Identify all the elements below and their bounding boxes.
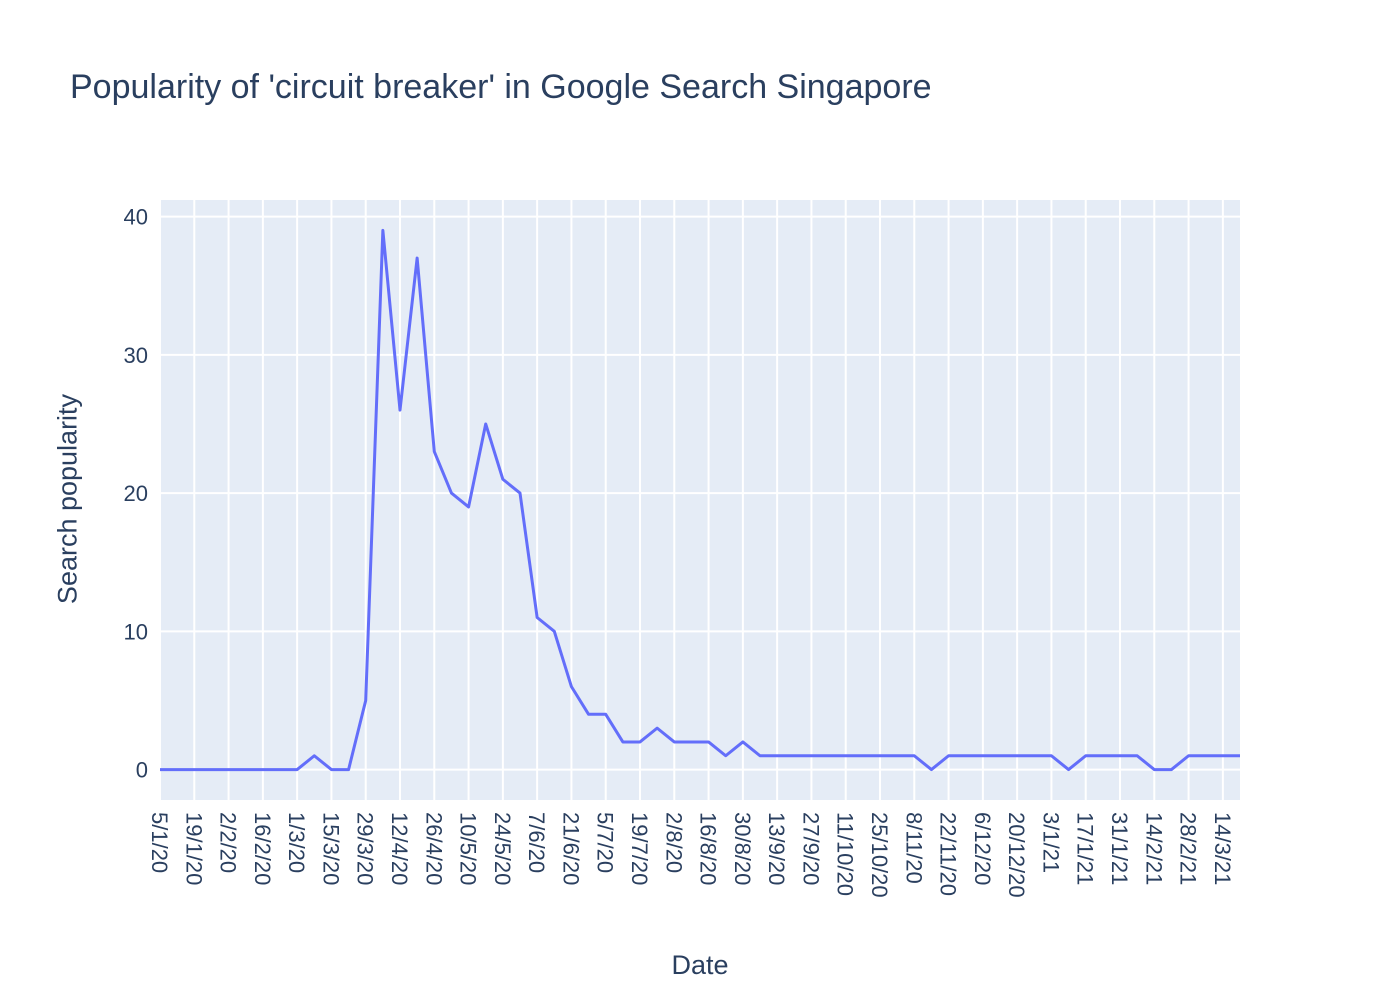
series-layer xyxy=(160,228,1240,772)
x-tick-label: 19/1/20 xyxy=(181,812,206,885)
x-tick-label: 29/3/20 xyxy=(353,812,378,885)
x-axis-title: Date xyxy=(671,950,729,980)
x-tick-label: 12/4/20 xyxy=(387,812,412,885)
x-tick-label: 24/5/20 xyxy=(490,812,515,885)
x-tick-label: 5/7/20 xyxy=(593,812,618,873)
x-tick-label: 20/12/20 xyxy=(1004,812,1029,898)
x-tick-label: 22/11/20 xyxy=(936,812,961,896)
x-tick-label: 21/6/20 xyxy=(558,812,583,885)
x-tick-label: 13/9/20 xyxy=(764,812,789,885)
x-tick-label: 16/8/20 xyxy=(696,812,721,885)
y-axis-ticks: 0 10 20 30 40 xyxy=(124,205,148,783)
x-tick-label: 25/10/20 xyxy=(867,812,892,898)
x-tick-label: 28/2/21 xyxy=(1176,812,1201,885)
series-line xyxy=(160,228,1240,772)
plot-background xyxy=(160,200,1240,800)
y-tick-label: 0 xyxy=(136,758,148,783)
x-tick-label: 11/10/20 xyxy=(833,812,858,896)
x-tick-label: 6/12/20 xyxy=(970,812,995,885)
chart-title: Popularity of 'circuit breaker' in Googl… xyxy=(70,68,932,106)
x-tick-label: 1/3/20 xyxy=(284,812,309,873)
x-tick-label: 31/1/21 xyxy=(1107,812,1132,885)
x-tick-label: 3/1/21 xyxy=(1038,812,1063,873)
x-tick-label: 5/1/20 xyxy=(147,812,172,873)
x-tick-label: 14/2/21 xyxy=(1141,812,1166,885)
y-axis-title: Search popularity xyxy=(52,393,83,605)
gridlines xyxy=(159,200,1240,800)
y-tick-label: 10 xyxy=(124,619,148,644)
x-tick-label: 2/8/20 xyxy=(661,812,686,873)
x-tick-label: 30/8/20 xyxy=(730,812,755,885)
x-tick-label: 7/6/20 xyxy=(524,812,549,873)
x-tick-label: 14/3/21 xyxy=(1210,812,1235,885)
x-tick-label: 27/9/20 xyxy=(798,812,823,885)
x-tick-label: 19/7/20 xyxy=(627,812,652,885)
y-tick-label: 30 xyxy=(124,343,148,368)
x-axis-ticks: 5/1/20 19/1/20 2/2/20 16/2/20 1/3/20 15/3/20 2… xyxy=(147,812,1235,898)
x-tick-label: 8/11/20 xyxy=(901,812,926,884)
x-tick-label: 2/2/20 xyxy=(216,812,241,873)
y-tick-label: 20 xyxy=(124,481,148,506)
y-tick-label: 40 xyxy=(124,205,148,230)
x-tick-label: 10/5/20 xyxy=(456,812,481,885)
x-tick-label: 15/3/20 xyxy=(318,812,343,885)
x-tick-label: 17/1/21 xyxy=(1073,812,1098,885)
x-tick-label: 16/2/20 xyxy=(250,812,275,885)
x-tick-label: 26/4/20 xyxy=(421,812,446,885)
